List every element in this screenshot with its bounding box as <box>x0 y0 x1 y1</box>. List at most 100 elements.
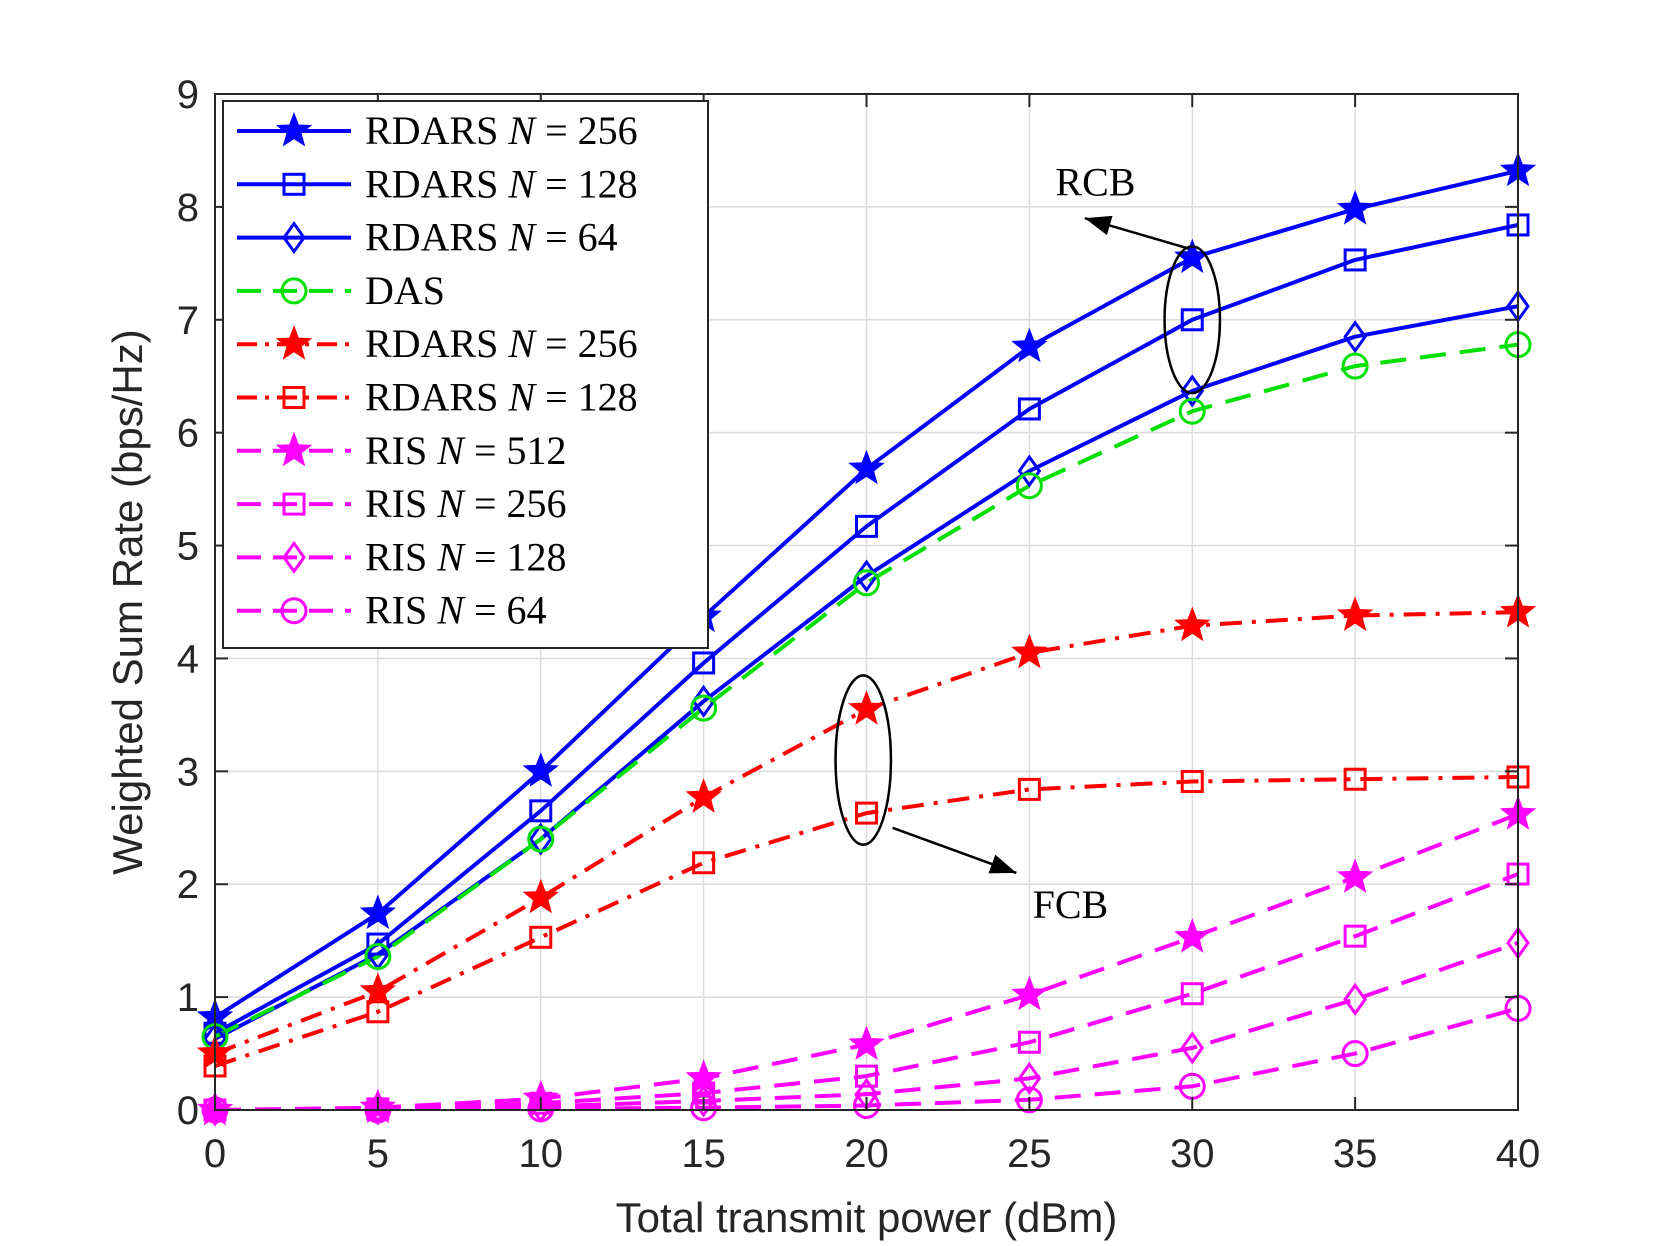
series-line-rdars-n-128-0000ff <box>215 223 1518 1035</box>
annotation-label-rcb: RCB <box>1055 160 1135 205</box>
data-point-rdars-n-256-ff0000 <box>359 972 397 1007</box>
legend-marker-ris-n-512-ff00ff <box>275 431 313 467</box>
y-tick-label: 2 <box>177 863 199 907</box>
data-point-rdars-n-128-ff0000 <box>366 1000 390 1024</box>
data-point-rdars-n-128-0000ff <box>692 651 716 675</box>
data-point-rdars-n-128-ff0000 <box>1180 769 1204 793</box>
legend-label-ris-n-64-ff00ff: RIS N = 64 <box>365 588 547 633</box>
x-tick-label: 5 <box>367 1132 389 1176</box>
data-point-rdars-n-128-ff0000 <box>1017 777 1041 801</box>
y-tick-label: 1 <box>177 976 199 1020</box>
data-point-ris-n-128-ff00ff <box>203 1093 227 1127</box>
y-tick-label: 3 <box>177 750 199 794</box>
legend-label-rdars-n-128-ff0000: RDARS N = 128 <box>365 375 638 420</box>
data-point-das-00e000 <box>690 694 718 722</box>
data-point-rdars-n-64-0000ff <box>1180 374 1205 408</box>
y-tick-label: 8 <box>177 186 199 230</box>
y-tick-label: 7 <box>177 299 199 343</box>
y-tick-label: 0 <box>177 1089 199 1133</box>
data-point-ris-n-64-ff00ff <box>1341 1040 1369 1068</box>
legend-marker-rdars-n-128-0000ff <box>282 172 306 196</box>
x-tick-label: 10 <box>519 1132 564 1176</box>
data-point-rdars-n-128-0000ff <box>855 514 878 538</box>
data-point-ris-n-128-ff00ff <box>1017 1061 1042 1095</box>
data-point-rdars-n-128-ff0000 <box>855 801 878 825</box>
legend-label-ris-n-256-ff00ff: RIS N = 256 <box>365 481 567 526</box>
data-point-ris-n-256-ff00ff <box>1180 982 1204 1006</box>
data-point-ris-n-64-ff00ff <box>690 1094 718 1122</box>
y-tick-label: 6 <box>177 412 199 456</box>
legend-marker-ris-n-128-ff00ff <box>282 540 306 574</box>
data-point-ris-n-512-ff00ff <box>1174 918 1211 953</box>
y-axis-title: Weighted Sum Rate (bps/Hz) <box>104 329 151 874</box>
data-point-das-00e000 <box>364 942 392 970</box>
data-point-ris-n-512-ff00ff <box>1336 858 1374 893</box>
data-point-rdars-n-128-ff0000 <box>529 925 553 949</box>
annotation-ellipse-rcb <box>1163 245 1222 395</box>
x-tick-label: 15 <box>681 1132 726 1176</box>
x-tick-label: 0 <box>204 1132 226 1176</box>
data-point-ris-n-512-ff00ff <box>1011 975 1048 1011</box>
data-point-rdars-n-128-0000ff <box>529 799 553 823</box>
annotation-label-fcb: FCB <box>1033 882 1109 927</box>
data-point-das-00e000 <box>853 569 880 597</box>
x-tick-label: 40 <box>1496 1132 1541 1176</box>
data-point-rdars-n-256-ff0000 <box>848 690 885 725</box>
data-point-ris-n-256-ff00ff <box>855 1064 878 1088</box>
data-point-ris-n-128-ff00ff <box>1180 1031 1205 1065</box>
data-point-rdars-n-256-ff0000 <box>1336 596 1374 632</box>
data-point-ris-n-512-ff00ff <box>848 1025 885 1061</box>
legend: RDARS N = 256 RDARS N = 128 RDARS N = 64 DA… <box>222 100 709 649</box>
x-tick-label: 25 <box>1007 1132 1052 1176</box>
legend-label-ris-n-128-ff00ff: RIS N = 128 <box>365 534 567 579</box>
data-point-rdars-n-128-0000ff <box>366 932 390 956</box>
data-point-rdars-n-256-0000ff <box>1336 189 1374 225</box>
data-point-rdars-n-256-0000ff <box>522 752 559 787</box>
data-point-ris-n-256-ff00ff <box>1343 924 1367 948</box>
data-point-rdars-n-128-0000ff <box>1343 248 1367 272</box>
data-point-rdars-n-128-0000ff <box>1180 308 1204 332</box>
legend-marker-rdars-n-256-ff0000 <box>275 325 313 360</box>
data-point-das-00e000 <box>1015 472 1043 500</box>
data-point-rdars-n-64-0000ff <box>528 822 553 856</box>
legend-marker-ris-n-256-ff00ff <box>282 492 306 516</box>
y-tick-label: 9 <box>177 73 199 117</box>
legend-marker-ris-n-64-ff00ff <box>280 597 308 625</box>
data-point-rdars-n-64-0000ff <box>1017 454 1042 488</box>
data-point-rdars-n-256-ff0000 <box>1174 606 1211 642</box>
legend-label-ris-n-512-ff00ff: RIS N = 512 <box>365 428 567 473</box>
data-point-rdars-n-256-ff0000 <box>1011 633 1048 669</box>
data-point-das-00e000 <box>527 825 555 853</box>
legend-marker-rdars-n-128-ff0000 <box>282 386 306 409</box>
data-point-ris-n-128-ff00ff <box>1343 982 1367 1016</box>
annotation-arrow-head-rcb <box>1084 215 1113 236</box>
data-point-rdars-n-128-ff0000 <box>692 851 716 875</box>
annotations: RCB FCB <box>834 160 1222 927</box>
data-point-rdars-n-256-ff0000 <box>685 778 722 813</box>
data-point-rdars-n-256-0000ff <box>1011 327 1048 363</box>
x-tick-label: 20 <box>844 1132 889 1176</box>
legend-label-rdars-n-256-0000ff: RDARS N = 256 <box>365 108 638 153</box>
legend-marker-rdars-n-64-0000ff <box>282 221 306 255</box>
x-axis-title: Total transmit power (dBm) <box>616 1194 1118 1241</box>
grid-lines <box>214 93 1519 1111</box>
data-point-ris-n-256-ff00ff <box>1017 1030 1041 1054</box>
data-point-rdars-n-128-0000ff <box>1017 397 1041 421</box>
annotation-arrow-head-fcb <box>988 854 1017 874</box>
legend-label-rdars-n-256-ff0000: RDARS N = 256 <box>365 321 638 366</box>
annotation-ellipse-fcb <box>834 674 893 846</box>
x-tick-label: 30 <box>1170 1132 1215 1176</box>
legend-marker-das-00e000 <box>280 277 308 305</box>
data-point-rdars-n-128-ff0000 <box>1343 767 1367 791</box>
data-point-rdars-n-64-0000ff <box>1343 320 1367 354</box>
data-point-rdars-n-256-ff0000 <box>522 878 559 914</box>
data-point-das-00e000 <box>1341 352 1369 380</box>
data-point-ris-n-64-ff00ff <box>1015 1086 1043 1114</box>
data-point-das-00e000 <box>1178 397 1206 425</box>
series-line-rdars-n-128-ff0000 <box>215 775 1518 1068</box>
y-tick-label: 5 <box>177 525 199 569</box>
data-point-rdars-n-256-0000ff <box>848 449 885 485</box>
legend-marker-rdars-n-256-0000ff <box>275 111 313 147</box>
data-point-ris-n-64-ff00ff <box>527 1095 555 1123</box>
